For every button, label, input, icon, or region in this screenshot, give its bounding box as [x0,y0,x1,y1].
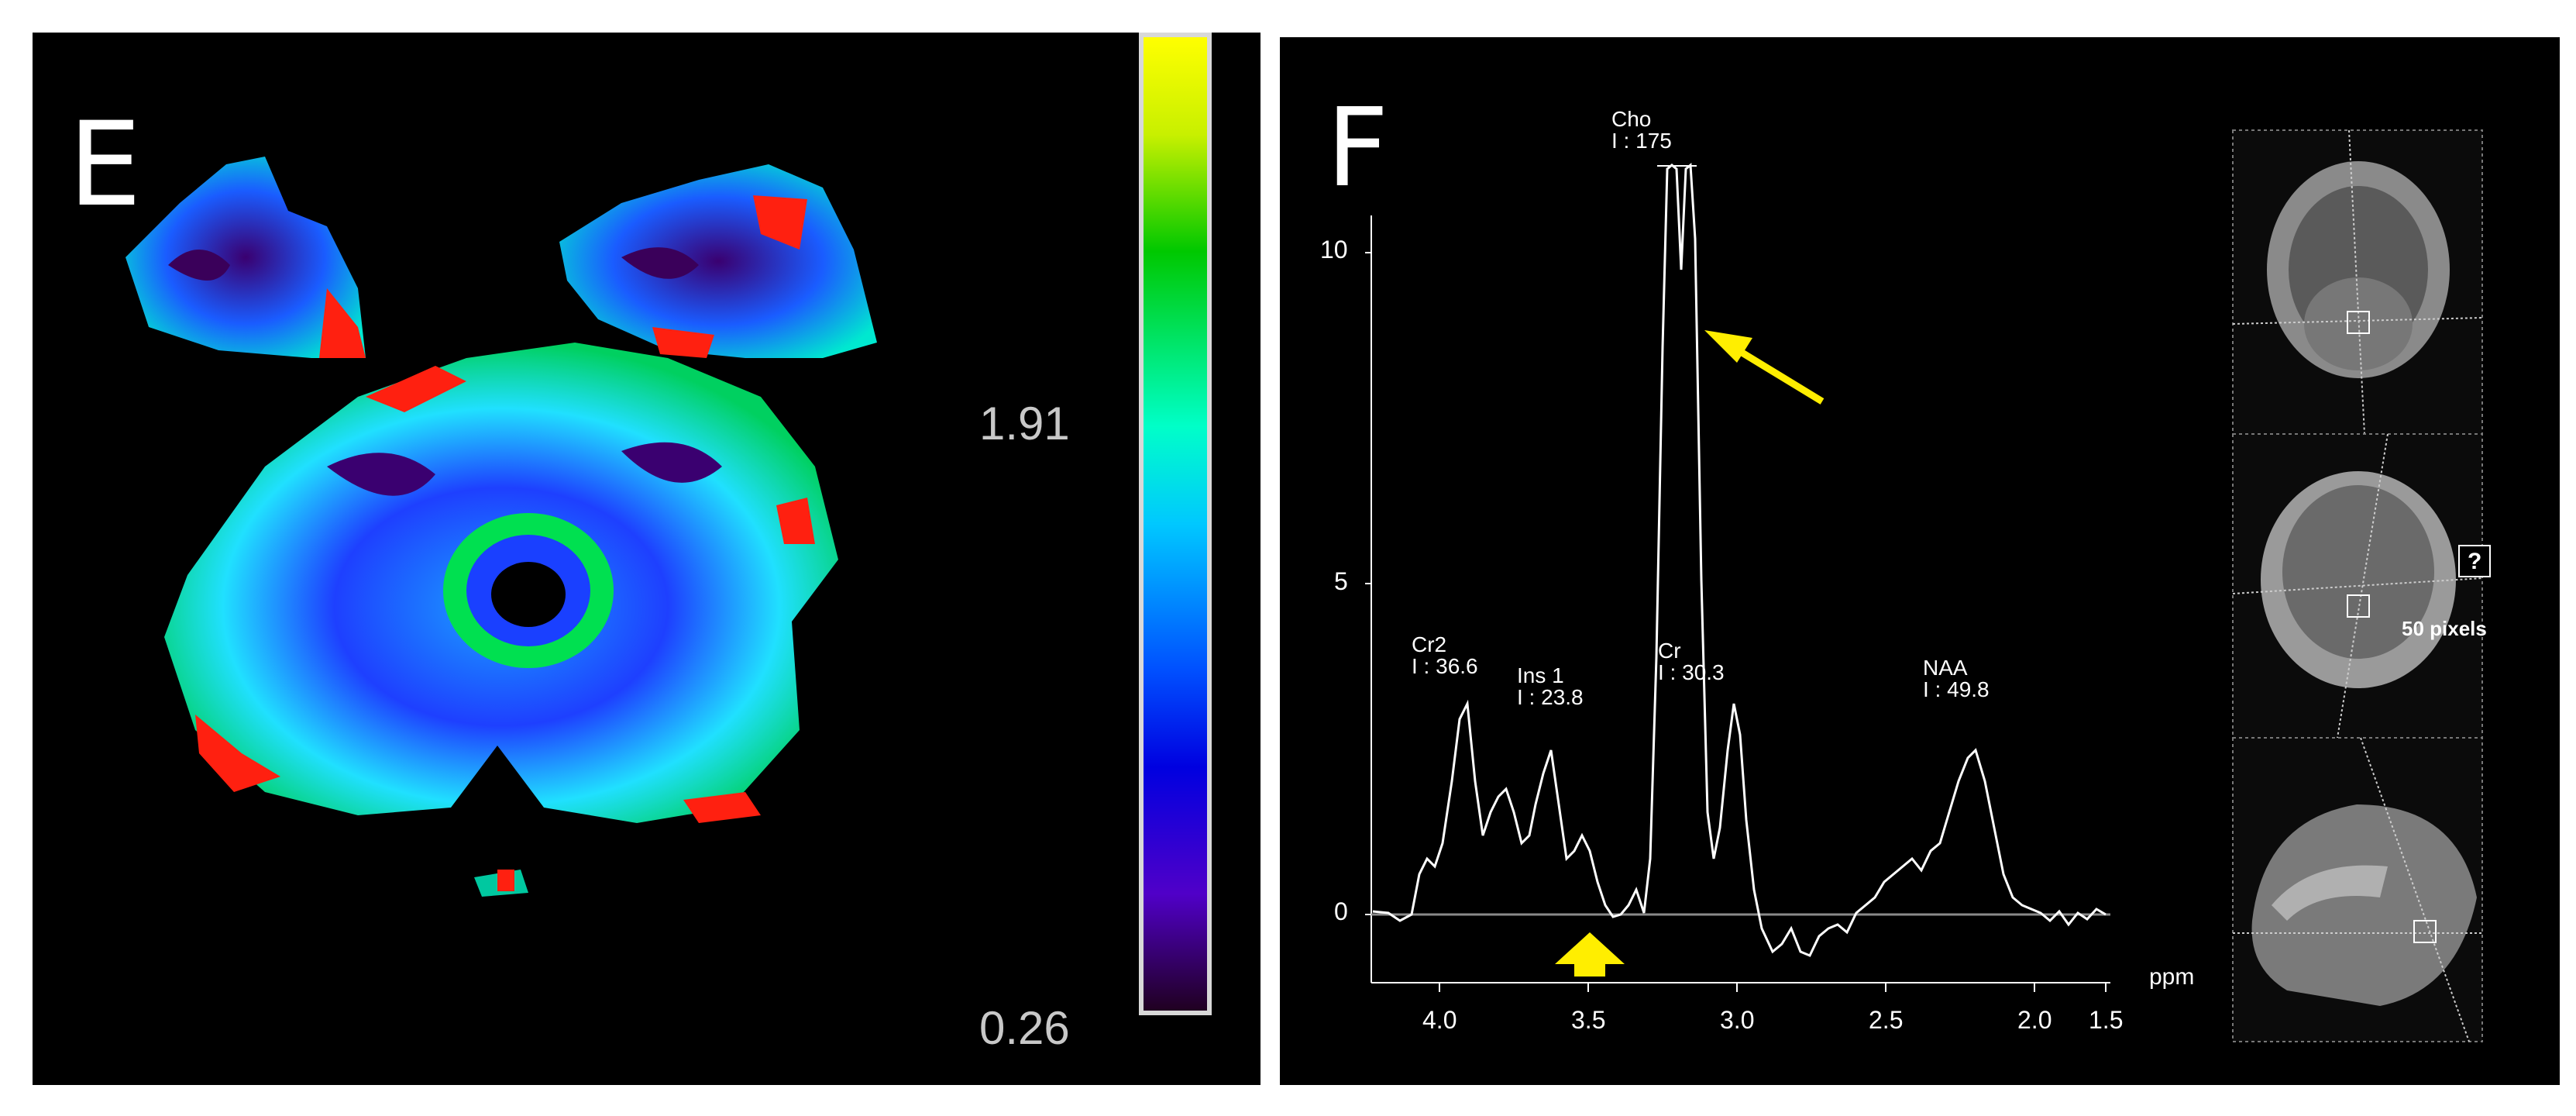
y-tick-label: 0 [1334,897,1348,925]
peak-name: Cr2 [1412,632,1447,656]
peak-integral: I : 49.8 [1923,677,1990,701]
peak-label-ins1: Ins 1 I : 23.8 [1517,665,1584,708]
x-axis-unit: ppm [2149,964,2195,990]
x-tick-label: 2.0 [2017,1006,2052,1034]
peak-name: NAA [1923,656,1968,680]
diagonal-arrow-icon [1704,330,1825,405]
peak-name: Ins 1 [1517,663,1564,687]
peak-label-cr2: Cr2 I : 36.6 [1412,634,1478,677]
peak-label-naa: NAA I : 49.8 [1923,657,1990,701]
panel-letter-f: F [1326,85,1389,212]
peak-integral: I : 175 [1611,129,1672,153]
colorbar-min-label: 0.26 [979,1002,1070,1054]
panel-letter-e: E [68,98,142,232]
spectrum-plot [1365,129,2491,1042]
colorbar-max-label: 1.91 [979,398,1070,450]
x-tick-label: 3.5 [1571,1006,1606,1034]
coronal-thumbnail [2232,433,2491,739]
help-button[interactable] [2458,545,2491,577]
sagittal-thumbnail [2232,737,2483,1042]
spectrum-trace [1372,162,2107,957]
peak-name: Cho [1611,107,1652,131]
perfusion-map-image [126,157,877,897]
x-tick-label: 4.0 [1422,1006,1457,1034]
x-tick-label: 2.5 [1869,1006,1904,1034]
peak-integral: I : 23.8 [1517,685,1584,709]
spectroscopy-panel: F 10 5 0 4.0 3.5 3.0 2.5 2.0 1.5 ppm Cho… [1280,37,2560,1085]
y-tick-label: 10 [1320,236,1348,264]
peak-integral: I : 36.6 [1412,654,1478,678]
peak-label-cho: Cho I : 175 [1611,108,1672,152]
x-tick-label: 3.0 [1720,1006,1755,1034]
x-tick-label: 1.5 [2089,1006,2124,1034]
peak-label-cr: Cr I : 30.3 [1658,640,1725,684]
axial-thumbnail [2232,129,2483,435]
up-arrow-icon [1555,932,1625,976]
scale-label: 50 pixels [2402,617,2487,640]
help-label: ? [2468,549,2482,574]
perfusion-map-panel: E 1.91 0.26 [33,33,1260,1085]
colorbar [1139,33,1212,1015]
y-tick-label: 5 [1334,567,1348,595]
peak-integral: I : 30.3 [1658,660,1725,684]
peak-name: Cr [1658,639,1681,663]
